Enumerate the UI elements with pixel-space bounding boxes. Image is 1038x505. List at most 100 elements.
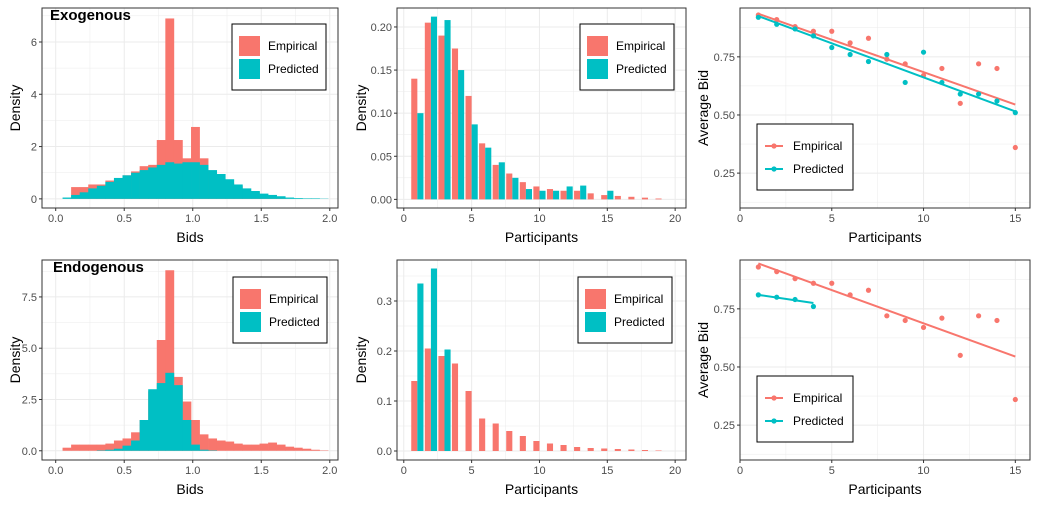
empirical-bar — [225, 441, 235, 451]
empirical-bar — [438, 356, 445, 451]
empirical-point — [884, 56, 890, 62]
predicted-bar — [131, 172, 140, 199]
empirical-bar — [574, 190, 581, 200]
predicted-point — [976, 91, 982, 97]
empirical-bar — [546, 189, 554, 200]
empirical-bar — [302, 448, 312, 451]
legend-label: Empirical — [793, 139, 842, 153]
empirical-bar — [519, 182, 526, 200]
empirical-bar — [208, 438, 218, 451]
predicted-bar — [148, 389, 158, 451]
empirical-point — [847, 40, 853, 46]
predicted-bar — [139, 420, 149, 451]
empirical-point — [755, 264, 761, 270]
empirical-point — [884, 313, 890, 319]
predicted-bar — [417, 113, 424, 200]
predicted-bar — [62, 197, 72, 199]
predicted-legend-key — [585, 312, 606, 332]
y-axis-label: Density — [7, 337, 23, 384]
legend: Empirical Predicted — [232, 276, 328, 344]
empirical-bar — [465, 391, 472, 451]
predicted-bar — [173, 385, 183, 451]
predicted-point — [755, 14, 761, 20]
legend-label: Empirical — [793, 391, 842, 405]
empirical-point — [829, 280, 835, 286]
empirical-point — [902, 317, 908, 324]
empirical-point — [847, 292, 853, 298]
panel-border — [41, 7, 339, 209]
legend-box — [232, 276, 328, 344]
predicted-bar — [199, 164, 209, 199]
empirical-bar — [655, 450, 662, 451]
predicted-bar — [156, 383, 166, 451]
panel-exo-part: 0 5 10 15 20 0.00 0.05 0.10 0.15 0.20 Participants… — [353, 7, 687, 245]
empirical-point — [939, 315, 945, 321]
y-tick-label: 0.50 — [714, 110, 735, 122]
predicted-point — [902, 79, 908, 86]
empirical-legend-point — [771, 143, 777, 149]
panel-exo-avg: 0 5 10 15 0.25 0.50 0.75 Participants Average Bi… — [695, 7, 1031, 245]
empirical-bar — [199, 434, 209, 451]
empirical-point — [994, 65, 1000, 72]
y-tick-label: 0.50 — [714, 362, 735, 374]
panel-border — [739, 259, 1031, 461]
predicted-point — [792, 26, 798, 32]
y-tick-label: 0.10 — [371, 108, 392, 120]
legend-label: Empirical — [614, 292, 663, 306]
y-tick-label: 0.75 — [714, 52, 735, 64]
predicted-bar — [268, 194, 277, 199]
legend-label: Predicted — [268, 62, 319, 76]
predicted-bar — [139, 170, 149, 199]
predicted-bar — [250, 191, 260, 199]
predicted-bar — [182, 420, 192, 451]
y-tick-label: 7.5 — [22, 292, 37, 304]
marks — [411, 268, 662, 451]
predicted-trend-line — [758, 15, 1016, 113]
predicted-bar — [553, 190, 560, 200]
y-tick-label: 0.2 — [377, 346, 392, 358]
x-tick-label: 10 — [533, 465, 545, 477]
y-tick-label: 0.25 — [714, 420, 735, 432]
predicted-bar — [131, 440, 140, 451]
predicted-bar — [191, 444, 200, 451]
legend: Empirical Predicted — [577, 276, 673, 344]
marks — [755, 262, 1018, 403]
predicted-bar — [580, 185, 587, 200]
y-tick-label: 5.0 — [22, 343, 37, 355]
predicted-legend-key — [587, 59, 608, 79]
predicted-bar — [512, 177, 519, 200]
y-axis-label: Density — [353, 337, 369, 384]
empirical-bar — [424, 22, 431, 200]
marks — [755, 12, 1018, 151]
empirical-bar — [233, 443, 243, 451]
predicted-bar — [607, 190, 614, 200]
x-tick-label: 5 — [829, 465, 835, 477]
predicted-bar — [165, 162, 175, 199]
gridlines — [42, 260, 338, 460]
x-tick-label: 1.0 — [185, 213, 200, 225]
predicted-bar — [444, 349, 451, 451]
predicted-bar — [88, 188, 98, 199]
empirical-bar — [465, 95, 472, 200]
predicted-bar — [485, 147, 492, 200]
predicted-bar — [285, 197, 295, 199]
predicted-point — [957, 91, 963, 97]
predicted-point — [1012, 110, 1018, 116]
predicted-bar — [225, 179, 235, 199]
predicted-bar — [71, 194, 80, 199]
marks — [62, 270, 329, 451]
empirical-bar — [411, 381, 418, 451]
y-tick-label: 2.5 — [22, 394, 37, 406]
y-tick-label: 2 — [31, 142, 37, 154]
x-tick-label: 0 — [737, 213, 743, 225]
legend: Empirical Predicted — [756, 375, 854, 443]
legend: Empirical Predicted — [231, 23, 327, 91]
predicted-bar — [458, 70, 465, 200]
empirical-bar — [411, 78, 418, 200]
predicted-legend-point — [771, 166, 777, 172]
x-axis-label: Bids — [176, 481, 203, 497]
predicted-bar — [276, 196, 286, 199]
predicted-bar — [430, 268, 438, 451]
empirical-bar — [451, 363, 459, 451]
predicted-bar — [148, 167, 158, 199]
